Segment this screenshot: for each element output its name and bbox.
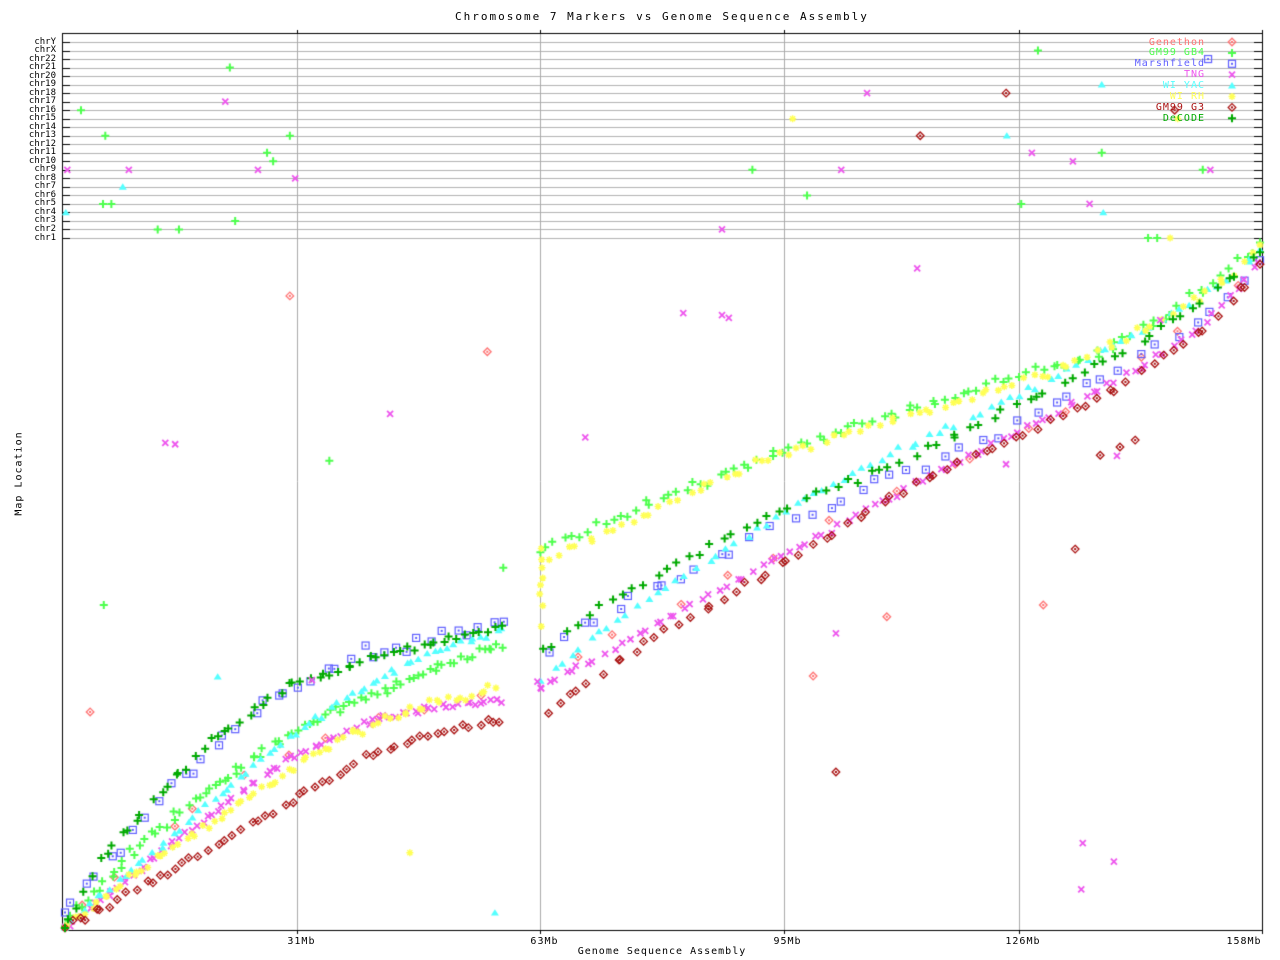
chromosome-label-chr10: chr10 xyxy=(28,155,56,166)
chromosome-label-chr18: chr18 xyxy=(28,87,56,98)
chromosome-label-chr15: chr15 xyxy=(28,113,56,124)
chart-title: Chromosome 7 Markers vs Genome Sequence … xyxy=(455,10,869,23)
legend-item-gm99-gb4: GM99 GB4 xyxy=(1148,47,1205,59)
chromosome-label-chr20: chr20 xyxy=(28,70,56,81)
legend-item-decode: DeCODE xyxy=(1162,112,1205,124)
chromosome-label-chr1: chr1 xyxy=(34,232,56,243)
chromosome-label-chr16: chr16 xyxy=(28,104,56,115)
x-tick-158Mb: 158Mb xyxy=(1226,936,1262,947)
chromosome-label-chr3: chr3 xyxy=(34,215,56,226)
chromosome-label-chr12: chr12 xyxy=(28,138,56,149)
x-tick-31Mb: 31Mb xyxy=(287,936,316,947)
chromosome-label-chr9: chr9 xyxy=(34,164,56,175)
chromosome-label-chr5: chr5 xyxy=(34,198,56,209)
chromosome-label-chr17: chr17 xyxy=(28,96,56,107)
chromosome-label-chr11: chr11 xyxy=(28,147,56,158)
legend-item-tng: TNG xyxy=(1183,69,1205,81)
chromosome-label-chrX: chrX xyxy=(34,45,56,56)
chromosome-label-chr22: chr22 xyxy=(28,53,56,64)
chromosome-label-chr13: chr13 xyxy=(28,130,56,141)
chromosome-label-chr6: chr6 xyxy=(34,189,56,200)
legend-item-genethon: Genethon xyxy=(1148,36,1205,48)
legend-item-marshfield: Marshfield xyxy=(1134,58,1205,70)
x-tick-126Mb: 126Mb xyxy=(1005,936,1041,947)
chromosome-label-chr14: chr14 xyxy=(28,121,56,132)
legend-item-gm99-g3: GM99 G3 xyxy=(1155,101,1205,113)
legend-item-wi-rh: WI RH xyxy=(1169,91,1205,102)
chromosome-label-chr7: chr7 xyxy=(34,181,56,192)
x-axis-title: Genome Sequence Assembly xyxy=(577,946,747,957)
chromosome-label-chr8: chr8 xyxy=(34,172,56,183)
chromosome-label-chr4: chr4 xyxy=(34,206,56,217)
chromosome-label-chr21: chr21 xyxy=(28,62,56,73)
chromosome-label-chr19: chr19 xyxy=(28,79,56,90)
legend-item-wi-yac: WI YAC xyxy=(1162,80,1205,92)
chromosome-label-chrY: chrY xyxy=(34,36,56,47)
x-tick-63Mb: 63Mb xyxy=(530,936,559,947)
x-tick-95Mb: 95Mb xyxy=(773,936,802,947)
chromosome-label-chr2: chr2 xyxy=(34,223,56,234)
y-axis-title: Map Location xyxy=(13,431,25,516)
